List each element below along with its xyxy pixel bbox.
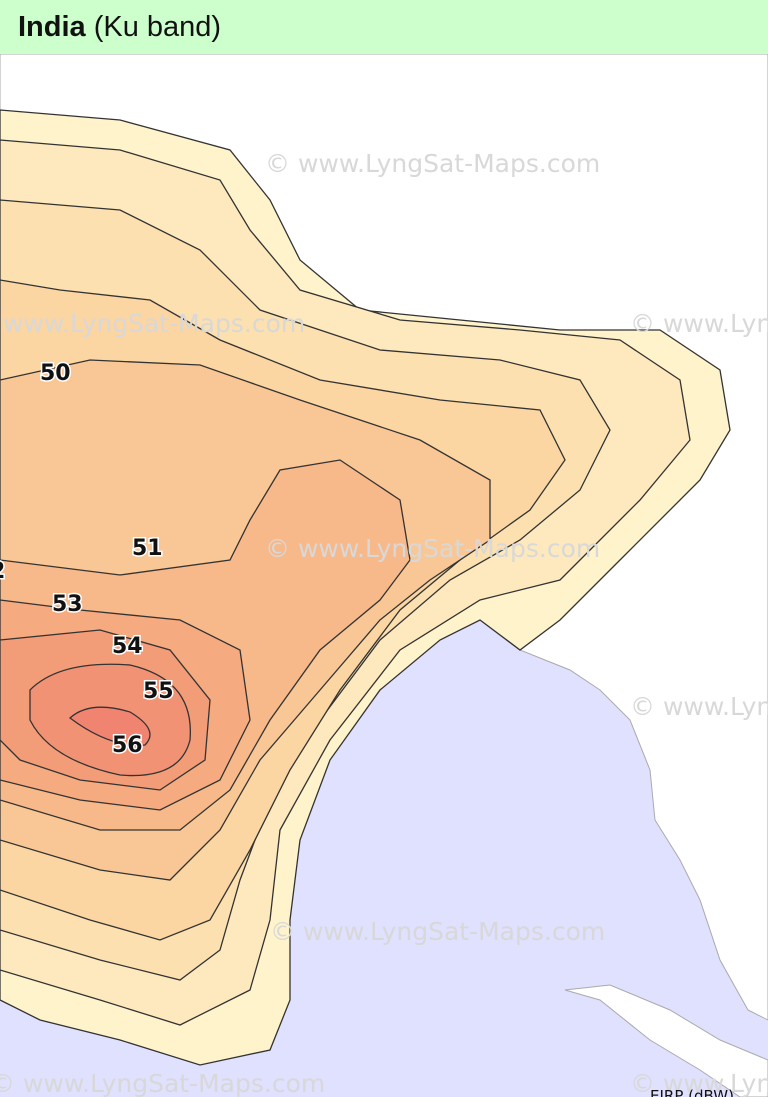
map: © www.LyngSat-Maps.com © www.LyngSat-Maps…: [0, 54, 768, 1097]
watermark: © www.LyngSat-Maps.com: [0, 1069, 325, 1097]
contour-label: 50: [40, 361, 71, 386]
watermark: © www.LyngSat-Maps.com: [265, 149, 600, 178]
island: [564, 984, 768, 1097]
contour-label: 54: [112, 634, 143, 659]
watermark: © www.LyngSat-Maps.com: [0, 309, 305, 338]
watermark: © www.LyngSat-Maps.com: [265, 534, 600, 563]
watermark: © www.LyngSat-Maps.com: [630, 309, 768, 338]
contour-label: 53: [52, 592, 83, 617]
contour-label: 2: [0, 559, 5, 584]
watermark: © www.LyngSat-Maps.com: [630, 1069, 768, 1097]
contour-label: 55: [143, 679, 174, 704]
header: India (Ku band): [0, 0, 768, 54]
header-title: India: [18, 11, 86, 43]
header-subtitle: (Ku band): [93, 11, 222, 43]
contour-label: 56: [112, 733, 143, 758]
watermark: © www.LyngSat-Maps.com: [630, 692, 768, 721]
contour-label: 51: [132, 536, 163, 561]
watermark: © www.LyngSat-Maps.com: [270, 917, 605, 946]
legend-label: EIRP (dBW): [650, 1087, 734, 1097]
contour: [68, 706, 151, 746]
